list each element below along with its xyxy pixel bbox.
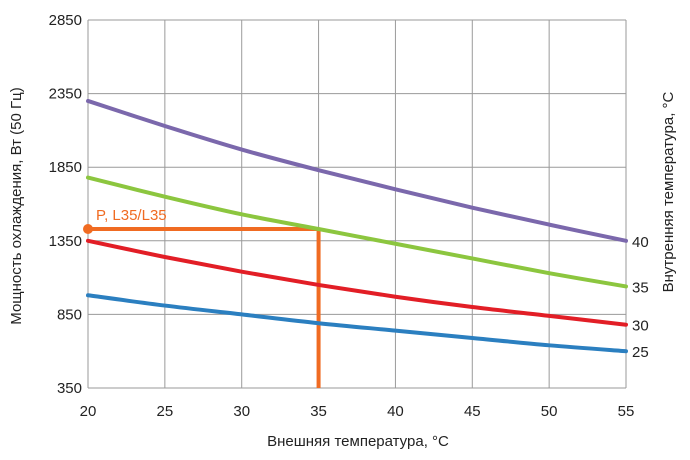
- y-axis-title: Мощность охлаждения, Вт (50 Гц): [8, 87, 25, 324]
- series-label-35: 35: [632, 279, 649, 296]
- y-tick-label: 1350: [49, 233, 82, 250]
- x-tick-label: 40: [387, 403, 404, 420]
- y-tick-label: 2850: [49, 12, 82, 29]
- x-tick-label: 55: [618, 403, 635, 420]
- series-line-30: [86, 238, 628, 327]
- y-tick-label: 2350: [49, 86, 82, 103]
- series-label-30: 30: [632, 318, 649, 335]
- series-labels: 40 35 30 25: [632, 234, 649, 361]
- x-axis-title: Внешняя температура, °C: [267, 433, 449, 450]
- y-tick-label: 1850: [49, 159, 82, 176]
- y-tick-labels: 350 850 1350 1850 2350 2850: [49, 12, 82, 397]
- grid: [87, 19, 627, 389]
- series-line-25: [86, 293, 628, 354]
- y-tick-label: 850: [57, 306, 82, 323]
- x-tick-labels: 20 25 30 35 40 45 50 55: [80, 403, 635, 420]
- series-line-40: [86, 98, 628, 243]
- x-tick-label: 50: [541, 403, 558, 420]
- x-tick-label: 30: [233, 403, 250, 420]
- marker-guide-lines: [83, 224, 321, 388]
- series-label-25: 25: [632, 344, 649, 361]
- y-tick-label: 350: [57, 380, 82, 397]
- marker-point: [83, 224, 93, 235]
- x-tick-label: 35: [310, 403, 327, 420]
- series-line-35: [86, 175, 628, 289]
- x-tick-label: 20: [80, 403, 97, 420]
- series-layer: [86, 98, 628, 354]
- x-tick-label: 45: [464, 403, 481, 420]
- right-axis-title: Внутренняя температура, °C: [660, 91, 677, 292]
- x-tick-label: 25: [157, 403, 174, 420]
- series-label-40: 40: [632, 234, 649, 251]
- marker-label: P, L35/L35: [96, 207, 167, 224]
